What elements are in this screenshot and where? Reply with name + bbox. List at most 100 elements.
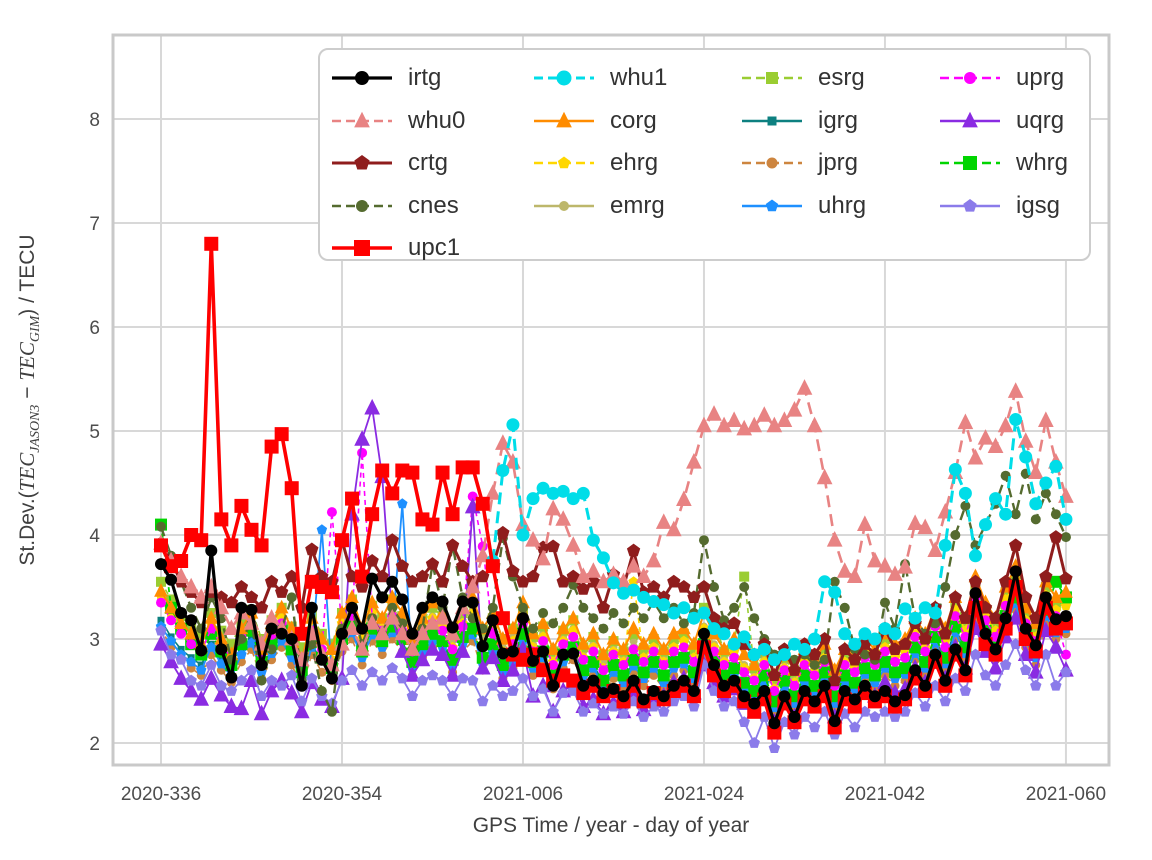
series-irtg-marker [275,627,288,640]
series-irtg-marker [889,695,902,708]
series-corg-marker [375,610,390,624]
series-cnes-marker [749,613,760,624]
series-uprg-marker [668,646,679,657]
series-whu1-marker [918,601,932,615]
series-whu1-marker [938,538,952,552]
series-corg-marker [646,625,661,640]
series-crtg-marker [385,533,399,546]
series-irtg-marker [597,687,610,700]
series-whrg-marker [778,674,791,687]
series-corg-marker [345,589,359,603]
series-cnes-marker [1050,509,1061,520]
series-whu0-marker [816,468,833,485]
series-whu1 [486,413,1073,667]
series-cnes-marker [316,686,327,696]
series-irtg-marker [848,693,861,706]
series-esrg-marker [156,576,166,587]
y-tick-label: 7 [89,214,100,235]
ylabel-tec2: TEC [15,342,39,381]
series-igsg-marker [366,666,378,678]
ylabel-minus: − [16,380,39,405]
series-crtg-marker [938,626,952,640]
legend-item-igrg: igrg [740,100,866,143]
series-cnes-marker [397,618,408,629]
x-axis-label: GPS Time / year - day of year [472,814,750,837]
legend-item-emrg: emrg [532,185,667,228]
series-crtg-marker [697,580,711,593]
series-crtg-marker [234,580,249,593]
series-crtg-marker [365,554,379,567]
series-cnes-marker [1030,514,1041,525]
series-uqrg-marker [283,683,300,700]
series-corg-marker [154,583,168,597]
legend-item-whu1: whu1 [532,57,667,100]
series-whu1-marker [1039,476,1053,490]
series-igsg-marker [889,711,901,722]
series-whu1-line [491,418,1068,662]
series-crtg-marker [767,668,782,682]
series-uprg-marker [890,656,901,667]
ylabel-tec1: TEC [15,452,39,492]
series-whrg-marker [738,676,751,689]
series-crtg-marker [546,539,560,553]
series-igsg-marker [869,711,881,722]
series-whrg-marker [617,669,630,682]
series-esrg-marker [196,628,207,639]
series-cnes-marker [1010,509,1021,520]
series-igrg-marker [157,616,165,624]
series-whu0-marker [796,379,813,395]
series-irtg-marker [637,693,650,706]
series-uqrg-marker [877,673,893,690]
y-tick-label: 6 [89,318,100,339]
series-whrg-marker [667,655,680,668]
series-igsg-marker [919,700,931,712]
series-uhrg-marker [236,649,247,660]
series-cnes-marker [236,634,247,644]
series-uqrg-marker [434,645,451,661]
series-corg-marker [566,610,581,624]
series-uqrg-marker [183,681,200,698]
series-uprg-marker [729,652,740,663]
ylabel-sub-gim: GIM [28,315,44,343]
series-uqrg-marker [424,640,441,656]
legend-marker [963,156,977,171]
series-crtg-marker [918,632,932,645]
legend-label-igrg: igrg [818,106,859,134]
series-igsg-marker [768,742,781,754]
legend-label-upc1: upc1 [408,234,461,262]
series-whu0-marker [424,614,441,630]
series-whu1-marker [898,602,912,616]
series-uprg-marker [749,675,760,686]
series-crtg-marker [405,574,420,588]
series-whu0-marker [575,567,592,583]
series-uprg-marker [688,656,699,667]
series-whu1-marker [989,492,1003,506]
series-igsg-marker [647,700,660,712]
series-irtg-marker [818,679,831,692]
series-uprg-marker [779,665,790,676]
series-corg-marker [174,615,188,629]
series-whu1-marker [586,533,600,547]
series-uqrg-marker [203,669,220,685]
series-upc1-marker [194,533,209,548]
series-whu0-marker [354,640,370,656]
series-upc1-marker [214,512,229,527]
series-irtg-marker [959,664,972,677]
series-cnes-marker [306,639,317,650]
series-irtg-marker [426,591,439,604]
series-igsg-marker [969,648,982,660]
series-igsg-marker [627,695,640,707]
series-igsg-marker [989,679,1002,691]
series-uprg-marker [1060,649,1071,660]
series-jprg-marker [528,670,538,680]
series-crtg-marker [1059,571,1073,585]
series-uprg-marker [879,646,890,657]
series-jprg-marker [357,660,367,670]
legend-swatch-ehrg [534,156,594,169]
legend-item-igsg: igsg [938,185,1068,228]
series-whu0-marker [857,515,873,531]
x-tick-label: 2020-354 [302,784,383,805]
series-whu1-marker [627,583,641,597]
y-tick-label: 8 [89,110,100,131]
series-whu1-marker [667,606,681,620]
